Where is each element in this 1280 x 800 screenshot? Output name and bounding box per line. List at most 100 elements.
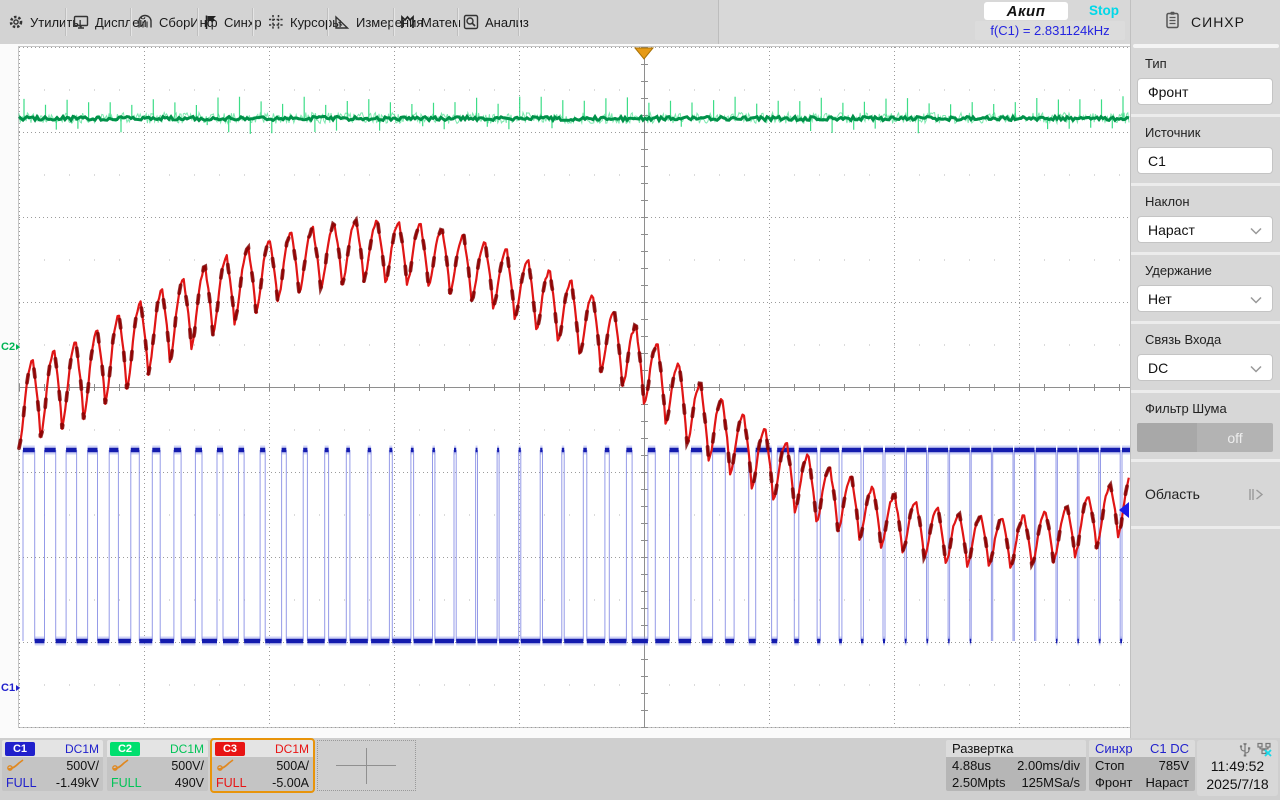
timebase-scale: 2.00ms/div [1017,758,1080,773]
clock-time: 11:49:52 [1197,758,1278,774]
channel-box-c2[interactable]: C2 DC1M 500V/ FULL 490V [107,740,208,791]
timebase-body: 4.88us 2.00ms/div 2.50Mpts 125MSa/s [946,757,1086,791]
section-label: Источник [1145,125,1201,140]
trigger-mode: Стоп [1095,758,1124,773]
probe-icon [111,758,131,774]
trigger-body: Стоп 785V Фронт Нараст [1089,757,1195,791]
waveform-canvas [0,44,1130,738]
run-state-button[interactable]: Stop [1080,3,1128,18]
field-value: Нараст [1148,222,1195,238]
channel-header: C3 DC1M [212,740,313,757]
type-field[interactable]: Фронт [1137,78,1273,105]
region-row[interactable]: Область [1131,462,1280,526]
channel-offset-row: FULL -5.00A [212,774,313,791]
section-label: Удержание [1145,263,1212,278]
coupling-value: DC1M [275,742,309,756]
trigger-type: Фронт [1095,775,1132,790]
menu-cursors[interactable]: Курсоры [268,0,342,44]
menu-utilities[interactable]: Утилиты [8,0,82,44]
coupling-dropdown[interactable]: DC [1137,354,1273,381]
offset-value: 490V [175,776,204,790]
section-type: Тип Фронт [1131,48,1280,114]
channel-scale-row: 500V/ [2,757,103,774]
chevron-down-icon [1250,365,1262,373]
field-value: Нет [1148,291,1172,307]
section-coupling: Связь Входа DC [1131,324,1280,390]
toggle-state: off [1197,423,1273,452]
add-channel-slot[interactable] [317,740,416,791]
region-label: Область [1145,486,1200,502]
c2-zero-marker[interactable]: C2 [1,340,20,354]
flag-icon [204,14,218,30]
channel-scale-row: 500A/ [212,757,313,774]
section-label: Фильтр Шума [1145,401,1227,416]
section-slope: Наклон Нараст [1131,186,1280,252]
menu-display[interactable]: Дисплей [73,0,147,44]
trigger-box[interactable]: Синхр C1 DC Стоп 785V Фронт Нараст [1089,740,1195,791]
holdoff-dropdown[interactable]: Нет [1137,285,1273,312]
section-label: Связь Входа [1145,332,1221,347]
cursors-grid-icon [268,14,284,30]
plus-icon [366,748,367,784]
set-square-icon [334,14,350,30]
timebase-header: Развертка [946,740,1086,757]
menu-math[interactable]: Матем [400,0,461,44]
toolbar-divider [65,8,66,36]
timebase-memory: 2.50Mpts [952,775,1005,790]
probe-icon [6,758,26,774]
noise-filter-toggle[interactable]: off [1137,423,1273,452]
field-value: DC [1148,360,1168,376]
channel-header: C2 DC1M [107,740,208,757]
slope-dropdown[interactable]: Нараст [1137,216,1273,243]
timebase-rate: 125MSa/s [1021,775,1080,790]
channel-offset-row: FULL -1.49kV [2,774,103,791]
section-noise-filter: Фильтр Шума off [1131,393,1280,459]
chevron-down-icon [1250,296,1262,304]
toolbar-divider [457,8,458,36]
c2-marker-label: C2 [1,341,15,353]
c1-zero-marker[interactable]: C1 [1,681,20,695]
marker-arrow-icon [16,344,20,350]
frequency-readout: f(C1) = 2.831124kHz [975,21,1125,40]
channel-box-c3[interactable]: C3 DC1M 500A/ FULL -5.00A [212,740,313,791]
section-holdoff: Удержание Нет [1131,255,1280,321]
toggle-knob [1137,423,1197,452]
clipboard-icon [1166,11,1179,34]
top-toolbar: Утилиты Дисплей СборИнф Синхр Курсоры Из… [0,0,1130,45]
waveform-display[interactable]: C2 C3 C1 [0,44,1130,738]
expand-panel-icon[interactable] [1248,488,1264,506]
menu-label: Синхр [224,15,262,30]
toolbar-divider [393,8,394,36]
field-value: C1 [1148,153,1166,169]
trigger-header: Синхр C1 DC [1089,740,1195,757]
bottom-status-bar: C1 DC1M 500V/ FULL -1.49kV C2 DC1M 500V/ [0,738,1280,800]
chevron-down-icon [1250,227,1262,235]
math-icon [400,14,415,30]
source-field[interactable]: C1 [1137,147,1273,174]
coupling-value: DC1M [170,742,204,756]
clock-date: 2025/7/18 [1197,776,1278,792]
timebase-title: Развертка [952,741,1013,756]
toolbar-divider [252,8,253,36]
display-icon [73,14,89,30]
scale-value: 500V/ [66,759,99,773]
section-label: Наклон [1145,194,1190,209]
channel-offset-row: FULL 490V [107,774,208,791]
c1-marker-label: C1 [1,682,15,694]
section-label: Тип [1145,56,1167,71]
channel-header: C1 DC1M [2,740,103,757]
toolbar-divider [130,8,131,36]
scale-value: 500A/ [276,759,309,773]
toolbar-divider [518,8,519,36]
timebase-delay: 4.88us [952,758,991,773]
offset-value: -5.00A [272,776,309,790]
channel-badge: C3 [215,742,245,756]
sidebar-header: СИНХР [1131,0,1280,44]
section-source: Источник C1 [1131,117,1280,183]
marker-arrow-icon [16,685,20,691]
timebase-box[interactable]: Развертка 4.88us 2.00ms/div 2.50Mpts 125… [946,740,1086,791]
channel-badge: C1 [5,742,35,756]
channel-box-c1[interactable]: C1 DC1M 500V/ FULL -1.49kV [2,740,103,791]
trigger-source: C1 DC [1150,741,1189,756]
menu-analyze[interactable]: Анализ [463,0,529,44]
